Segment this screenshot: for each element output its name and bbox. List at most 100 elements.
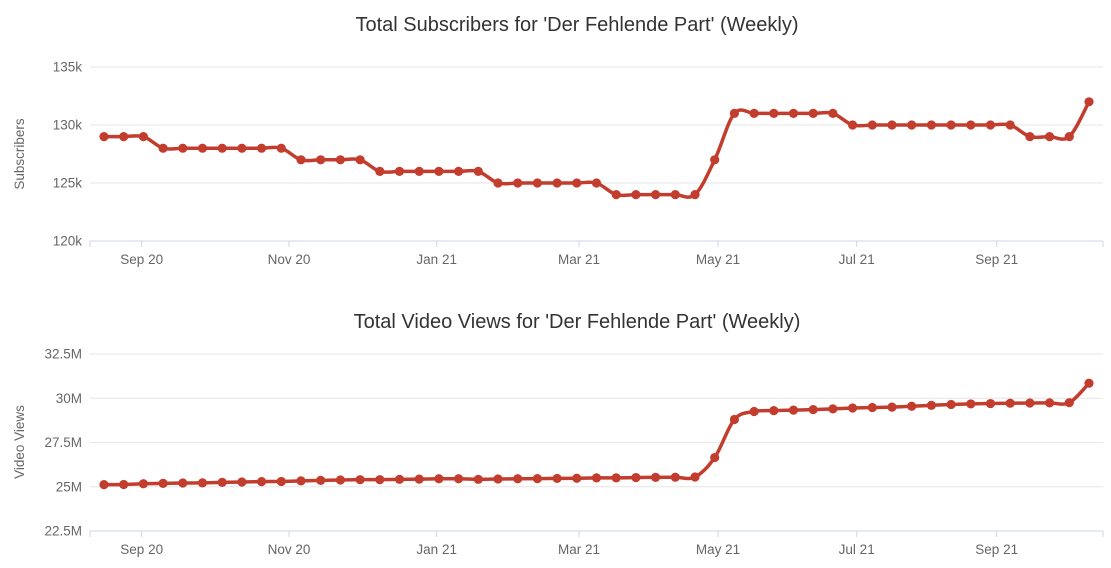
data-point bbox=[985, 120, 996, 130]
data-point bbox=[1045, 398, 1055, 408]
data-point bbox=[552, 178, 562, 188]
data-point bbox=[749, 108, 759, 118]
y-tick-label: 120k bbox=[53, 234, 83, 249]
y-tick-label: 25M bbox=[56, 479, 82, 494]
data-point bbox=[257, 143, 267, 153]
data-point bbox=[1005, 120, 1015, 130]
x-tick-label: Jan 21 bbox=[416, 252, 457, 267]
data-point bbox=[926, 400, 937, 410]
subscribers-chart: Total Subscribers for 'Der Fehlende Part… bbox=[12, 14, 1104, 267]
x-tick-label: Sep 21 bbox=[975, 542, 1018, 557]
data-point bbox=[670, 472, 680, 482]
data-point bbox=[966, 399, 976, 409]
data-point bbox=[335, 155, 345, 165]
data-point bbox=[335, 475, 345, 485]
data-point bbox=[828, 108, 838, 118]
data-point bbox=[552, 473, 562, 484]
data-point bbox=[1064, 132, 1074, 142]
data-point bbox=[257, 477, 267, 487]
data-point bbox=[473, 474, 483, 484]
data-point bbox=[867, 120, 877, 130]
data-point bbox=[493, 178, 503, 188]
data-point bbox=[651, 472, 661, 482]
y-tick-label: 22.5M bbox=[44, 524, 82, 539]
y-tick-label: 32.5M bbox=[44, 347, 82, 362]
video-views-chart-title: Total Video Views for 'Der Fehlende Part… bbox=[354, 311, 801, 333]
data-point bbox=[611, 473, 621, 483]
data-point bbox=[119, 479, 129, 490]
data-point bbox=[808, 404, 818, 415]
data-point bbox=[532, 178, 543, 188]
data-point bbox=[197, 143, 208, 153]
data-point bbox=[138, 132, 148, 142]
x-tick-label: Sep 20 bbox=[120, 542, 163, 557]
x-tick-label: Jan 21 bbox=[416, 542, 457, 557]
video-views-plot-area: 32.5M 30M 27.5M 25M 22.5M Sep 20 Nov 20 Jan 21 M… bbox=[44, 347, 1104, 557]
data-point bbox=[178, 143, 188, 153]
x-tick-label: Jul 21 bbox=[839, 542, 875, 557]
x-tick-label: Jul 21 bbox=[839, 252, 875, 267]
data-point bbox=[276, 143, 286, 153]
data-point bbox=[138, 479, 148, 489]
data-point bbox=[355, 155, 365, 165]
data-point bbox=[375, 166, 385, 176]
data-point bbox=[572, 473, 582, 483]
data-point bbox=[473, 166, 483, 176]
data-point bbox=[710, 452, 720, 463]
data-point bbox=[513, 178, 523, 188]
data-point bbox=[296, 476, 306, 486]
data-point bbox=[119, 132, 129, 142]
data-point bbox=[99, 480, 109, 490]
data-point bbox=[454, 474, 464, 484]
data-point bbox=[788, 108, 799, 118]
x-tick-label: Nov 20 bbox=[268, 542, 311, 557]
x-tick-label: May 21 bbox=[696, 252, 740, 267]
data-point bbox=[907, 120, 917, 130]
data-point bbox=[729, 108, 740, 118]
data-point bbox=[926, 120, 937, 130]
data-point bbox=[631, 472, 641, 483]
x-tick-label: Sep 21 bbox=[975, 252, 1018, 267]
data-point bbox=[394, 474, 405, 484]
video-views-y-axis-title: Video Views bbox=[12, 405, 27, 479]
data-point bbox=[1084, 97, 1094, 107]
x-tick-label: Mar 21 bbox=[558, 542, 600, 557]
data-point bbox=[966, 120, 976, 130]
x-tick-label: Nov 20 bbox=[268, 252, 311, 267]
data-point bbox=[828, 404, 838, 414]
data-point bbox=[197, 478, 208, 488]
data-point bbox=[591, 473, 602, 483]
data-point bbox=[848, 120, 858, 130]
data-point bbox=[985, 398, 996, 409]
data-point bbox=[316, 155, 326, 165]
data-point bbox=[729, 414, 740, 425]
data-point bbox=[394, 166, 405, 176]
data-point bbox=[375, 475, 385, 485]
x-tick-label: Mar 21 bbox=[558, 252, 600, 267]
data-point bbox=[788, 405, 799, 415]
subscribers-plot-area: 135k 130k 125k 120k Sep 20 Nov 20 Jan 21 Mar 21… bbox=[53, 60, 1104, 267]
data-point bbox=[710, 155, 720, 165]
y-tick-label: 125k bbox=[53, 176, 83, 191]
data-point bbox=[355, 475, 365, 485]
data-point bbox=[670, 190, 680, 200]
data-point bbox=[217, 477, 227, 487]
data-point bbox=[296, 155, 306, 165]
data-point bbox=[1045, 132, 1055, 142]
data-point bbox=[572, 178, 582, 188]
data-point bbox=[414, 166, 424, 176]
data-point bbox=[946, 399, 956, 410]
data-point bbox=[217, 143, 227, 153]
x-tick-label: May 21 bbox=[696, 542, 740, 557]
data-point bbox=[907, 401, 917, 411]
data-point bbox=[316, 475, 326, 485]
x-tick-label: Sep 20 bbox=[120, 252, 163, 267]
data-point bbox=[651, 190, 661, 200]
data-point bbox=[808, 108, 818, 118]
data-point bbox=[1064, 398, 1074, 408]
y-tick-label: 27.5M bbox=[44, 435, 82, 450]
data-point bbox=[237, 143, 247, 153]
data-point bbox=[1084, 378, 1094, 388]
data-point bbox=[493, 474, 503, 484]
